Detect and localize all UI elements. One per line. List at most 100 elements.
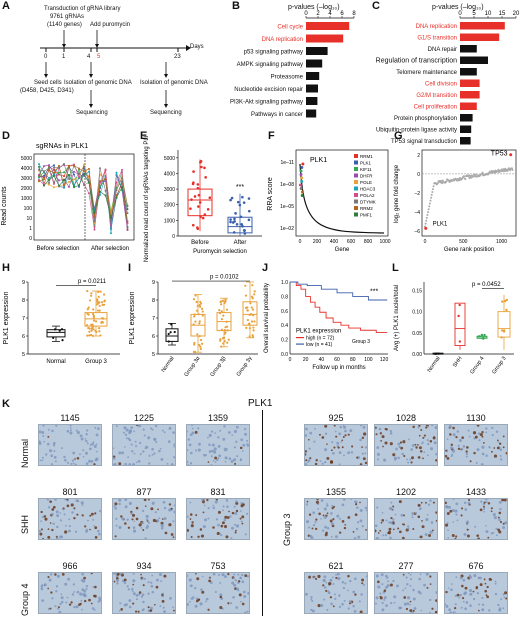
e-point [235, 223, 239, 226]
i-point [251, 308, 255, 311]
g-tp53-point [509, 153, 513, 157]
d-ytick: 5000 [21, 156, 32, 162]
d-series-line [38, 166, 128, 219]
d-point [53, 174, 55, 177]
i-point [192, 323, 195, 326]
d-point [48, 169, 50, 172]
f-legend-swatch [354, 167, 358, 171]
d-point [58, 171, 60, 174]
c-bar [460, 114, 473, 122]
g-plk1-label: PLK1 [433, 221, 448, 227]
i-point [201, 314, 204, 317]
cell-lines-label: (D458, D425, D341) [20, 88, 74, 94]
h-point [52, 336, 55, 339]
c-bar [460, 56, 488, 64]
d-ytick: 3000 [21, 176, 32, 182]
d-frame [33, 153, 135, 241]
f-legend-swatch [354, 173, 358, 178]
e-point [230, 196, 234, 200]
j-legend-low: low (n = 41) [306, 342, 333, 348]
l-point [500, 336, 503, 339]
d-point [126, 208, 129, 211]
g-point [481, 171, 484, 174]
g-ytick: 0 [417, 172, 420, 178]
d-point [73, 186, 75, 189]
panel-b-chart: 0 2 4 6 8 Cell cycle DNA replication p53 signal… [230, 11, 356, 118]
h-point [94, 320, 98, 323]
panel-e-label: E [140, 130, 148, 142]
c-term-label: TP53 signal transduction [391, 139, 457, 145]
e-point [197, 193, 201, 197]
ihc-texture [444, 424, 508, 467]
ihc-count: 934 [136, 561, 152, 571]
d-point [43, 165, 45, 168]
f-ytick: 1e–05 [280, 204, 294, 210]
d-point [78, 167, 80, 170]
c-term-label: G2/M transition [416, 93, 457, 99]
f-xlabel: Gene [335, 247, 350, 253]
d-point [53, 182, 55, 185]
g-point [510, 167, 513, 170]
j-high-curve [290, 281, 388, 333]
e-point [193, 195, 197, 198]
g-point [474, 175, 477, 178]
i-point [252, 329, 255, 332]
c-term-label: Cell division [425, 82, 457, 88]
c-term-label: Regulation of transcription [376, 58, 457, 65]
i-point [222, 314, 225, 317]
l-box [454, 302, 466, 346]
d-point [48, 178, 50, 181]
d-point [99, 180, 101, 183]
e-point [192, 170, 195, 173]
e-box [187, 188, 213, 217]
d-ylabel: Read counts [1, 186, 8, 226]
f-legend-swatch [354, 193, 358, 197]
i-point [198, 322, 201, 325]
i-point [225, 308, 229, 311]
ihc-texture [38, 497, 102, 540]
i-point [219, 338, 222, 341]
sequencing-label-2: Sequencing [150, 110, 182, 116]
h-point [98, 301, 101, 304]
i-point [245, 326, 248, 329]
f-ylabel: RRA score [267, 177, 274, 211]
panel-f-chart: RRA score 1e–11 1e–08 1e–05 1e–02 0 200 400 600 8… [267, 149, 391, 253]
c-bar [460, 79, 480, 87]
e-point [199, 215, 202, 219]
g-point [441, 179, 444, 182]
ihc-texture [305, 497, 368, 540]
h-point [90, 323, 93, 326]
h-point [96, 300, 99, 303]
ihc-texture [305, 572, 368, 614]
f-legend-label: POLA2 [360, 193, 375, 198]
c-bar [460, 102, 477, 110]
e-point [229, 220, 232, 224]
e-point [200, 165, 203, 169]
h-point [88, 299, 92, 302]
e-ytick: 1000 [164, 218, 175, 224]
l-point [483, 333, 486, 337]
e-ytick: 4000 [164, 171, 175, 177]
j-low-curve [290, 281, 388, 301]
j-ytick: 0.0 [281, 352, 288, 358]
d-point [53, 166, 55, 169]
d-point [115, 171, 118, 174]
b-bar [306, 97, 318, 105]
i-cat: Group 3γ [236, 356, 254, 378]
g-ytick: –2 [414, 191, 420, 197]
j-xtick: 80 [350, 357, 356, 363]
ihc-image [444, 424, 508, 467]
j-xtick: 120 [380, 357, 389, 363]
i-ytick: 8 [152, 298, 155, 304]
l-point [503, 299, 507, 303]
panel-c-axis-title: p-values (–log₁₀) [432, 4, 484, 11]
l-point [437, 352, 440, 355]
d-point [121, 186, 123, 189]
b-tick-label: 0 [304, 11, 308, 17]
d-point [83, 165, 85, 168]
ihc-image [374, 423, 438, 466]
d-point [93, 211, 96, 214]
h-point [100, 321, 103, 324]
j-ytick: 1.0 [281, 280, 288, 286]
c-term-label: DNA repair [428, 47, 457, 53]
